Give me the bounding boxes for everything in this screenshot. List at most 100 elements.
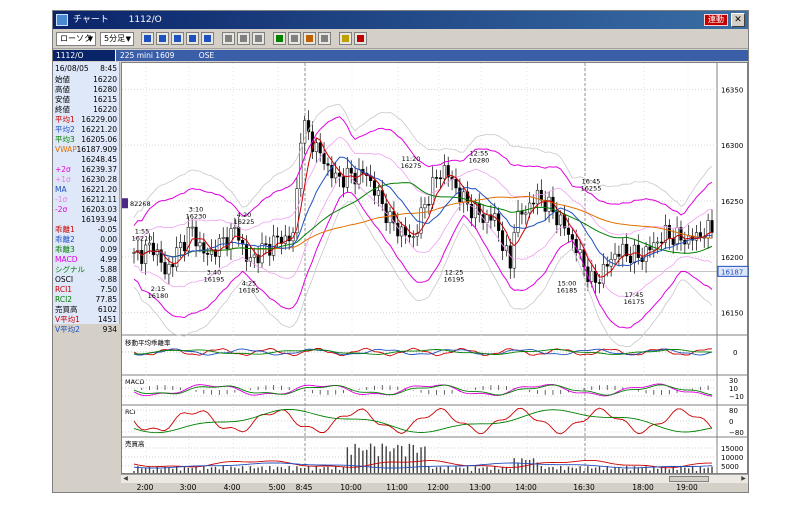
- annotation-time: 17:45: [625, 291, 644, 299]
- time-tick-label: 4:00: [223, 483, 241, 492]
- data-row-value: 16212.11: [81, 195, 117, 204]
- scroll-right-icon[interactable]: ▶: [741, 475, 746, 482]
- chart-list-icon-glyph: [174, 35, 181, 42]
- data-row-value: 16221.20: [81, 185, 117, 194]
- deviation-tick-label: 0: [733, 349, 737, 357]
- data-row-label: 平均1: [55, 115, 75, 124]
- data-row: RCI1 7.50: [53, 285, 120, 295]
- data-row: OSCI -0.88: [53, 275, 120, 285]
- chart-area[interactable]: 移動平均乖離率 MACD RCI 売買高 16350 16300 16250 16200 161…: [121, 62, 749, 475]
- symbol-code[interactable]: 1112/O: [53, 50, 115, 61]
- candle-body: [698, 232, 702, 237]
- chart-export-icon[interactable]: [201, 32, 214, 45]
- candle-body: [318, 142, 322, 154]
- chart-canvas[interactable]: 移動平均乖離率 MACD RCI 売買高 16350 16300 16250 16200 161…: [122, 63, 749, 475]
- current-price-tag: [717, 265, 749, 277]
- rci-line-1: [133, 407, 713, 435]
- period-icon[interactable]: [222, 32, 235, 45]
- interval-select[interactable]: 5分足 ▼: [100, 32, 134, 46]
- candle-body: [663, 224, 667, 243]
- bollinger-2sigma-upper: [133, 116, 713, 226]
- annotation-price: 16185: [557, 287, 578, 295]
- interval-value: 5分足: [104, 34, 126, 43]
- chart-edit-icon[interactable]: [141, 32, 154, 45]
- data-row-label: +2σ: [55, 165, 71, 174]
- data-row: +2σ 16239.37: [53, 165, 120, 175]
- draw-icon[interactable]: [273, 32, 286, 45]
- time-tick-label: 14:00: [515, 483, 537, 492]
- candle-body: [190, 226, 194, 229]
- annotation-time: 16:45: [582, 177, 601, 185]
- candle-body: [221, 237, 225, 239]
- candle-body: [237, 227, 241, 241]
- candle-body: [155, 249, 159, 256]
- link-toggle-button[interactable]: 連動: [704, 14, 728, 26]
- left-price-marker: [122, 198, 128, 209]
- symbol-name: 225 mini 1609: [120, 51, 175, 60]
- price-tick-label: 16300: [721, 142, 743, 150]
- chart-list-icon[interactable]: [171, 32, 184, 45]
- scroll-thumb[interactable]: [669, 476, 709, 482]
- candle-body: [547, 196, 551, 212]
- zoom-icon[interactable]: [339, 32, 352, 45]
- fib-icon[interactable]: [303, 32, 316, 45]
- data-row: 乖離1 -0.05: [53, 225, 120, 235]
- erase-icon[interactable]: [318, 32, 331, 45]
- data-row: 高値 16280: [53, 85, 120, 95]
- candle-body: [272, 235, 276, 256]
- annotation-time: 11:20: [402, 155, 421, 163]
- chart-compare-icon[interactable]: [156, 32, 169, 45]
- macd-tick-label: −10: [729, 393, 744, 401]
- title-bar[interactable]: チャート 1112/O 連動 ✕: [53, 11, 748, 29]
- data-row-label: 安値: [55, 95, 70, 104]
- candle-body: [632, 244, 636, 263]
- candle-body: [260, 243, 264, 264]
- pen-icon[interactable]: [288, 32, 301, 45]
- panel-title-volume: 売買高: [125, 439, 145, 448]
- clear-icon[interactable]: [354, 32, 367, 45]
- candle-body: [528, 202, 532, 214]
- candle-body: [233, 227, 237, 229]
- data-row-value: 1451: [97, 315, 117, 324]
- data-row: 平均3 16205.06: [53, 135, 120, 145]
- annotation-price: 16230: [186, 212, 207, 220]
- price-tick-label: 16250: [721, 198, 743, 206]
- data-row: 乖離2 0.00: [53, 235, 120, 245]
- candle-body: [268, 243, 272, 256]
- candle-body: [264, 243, 268, 245]
- data-row-value: 16187.909: [76, 145, 117, 154]
- candle-body: [159, 249, 163, 263]
- time-tick-label: 10:00: [340, 483, 362, 492]
- panel-title-rci: RCI: [125, 408, 136, 416]
- trend-icon[interactable]: [237, 32, 250, 45]
- close-button[interactable]: ✕: [731, 13, 745, 27]
- annotation-time: 3:10: [189, 205, 204, 213]
- chart-grid-icon[interactable]: [186, 32, 199, 45]
- chart-type-select[interactable]: ローソク ▼: [56, 32, 96, 46]
- time-tick-label: 18:00: [632, 483, 654, 492]
- data-row-label: -1σ: [55, 195, 68, 204]
- time-tick-label: 19:00: [676, 483, 698, 492]
- data-row-value: 6102: [97, 305, 117, 314]
- candle-body: [462, 191, 466, 203]
- mark-icon[interactable]: [252, 32, 265, 45]
- candle-body: [244, 243, 249, 262]
- pen-icon-glyph: [291, 35, 298, 42]
- candle-body: [147, 242, 152, 246]
- data-panel: 16/08/05 8:45 始値 16220 高値 16280 安値 16215 終値 162…: [53, 62, 120, 334]
- deviation-line-2: [133, 348, 713, 356]
- candle-body: [532, 202, 536, 205]
- candle-body: [559, 214, 563, 226]
- candle-body: [338, 172, 342, 177]
- erase-icon-glyph: [321, 35, 328, 42]
- data-row-label: 平均3: [55, 135, 75, 144]
- data-row: 始値 16220: [53, 75, 120, 85]
- data-row: -1σ 16212.11: [53, 195, 120, 205]
- horizontal-scrollbar[interactable]: ◀ ▶: [121, 474, 748, 483]
- data-date: 16/08/05: [55, 64, 89, 73]
- candle-body: [625, 243, 629, 257]
- data-row-label: V平均1: [55, 315, 80, 324]
- data-row-label: OSCI: [55, 275, 74, 284]
- candle-body: [566, 227, 571, 235]
- scroll-left-icon[interactable]: ◀: [123, 475, 128, 482]
